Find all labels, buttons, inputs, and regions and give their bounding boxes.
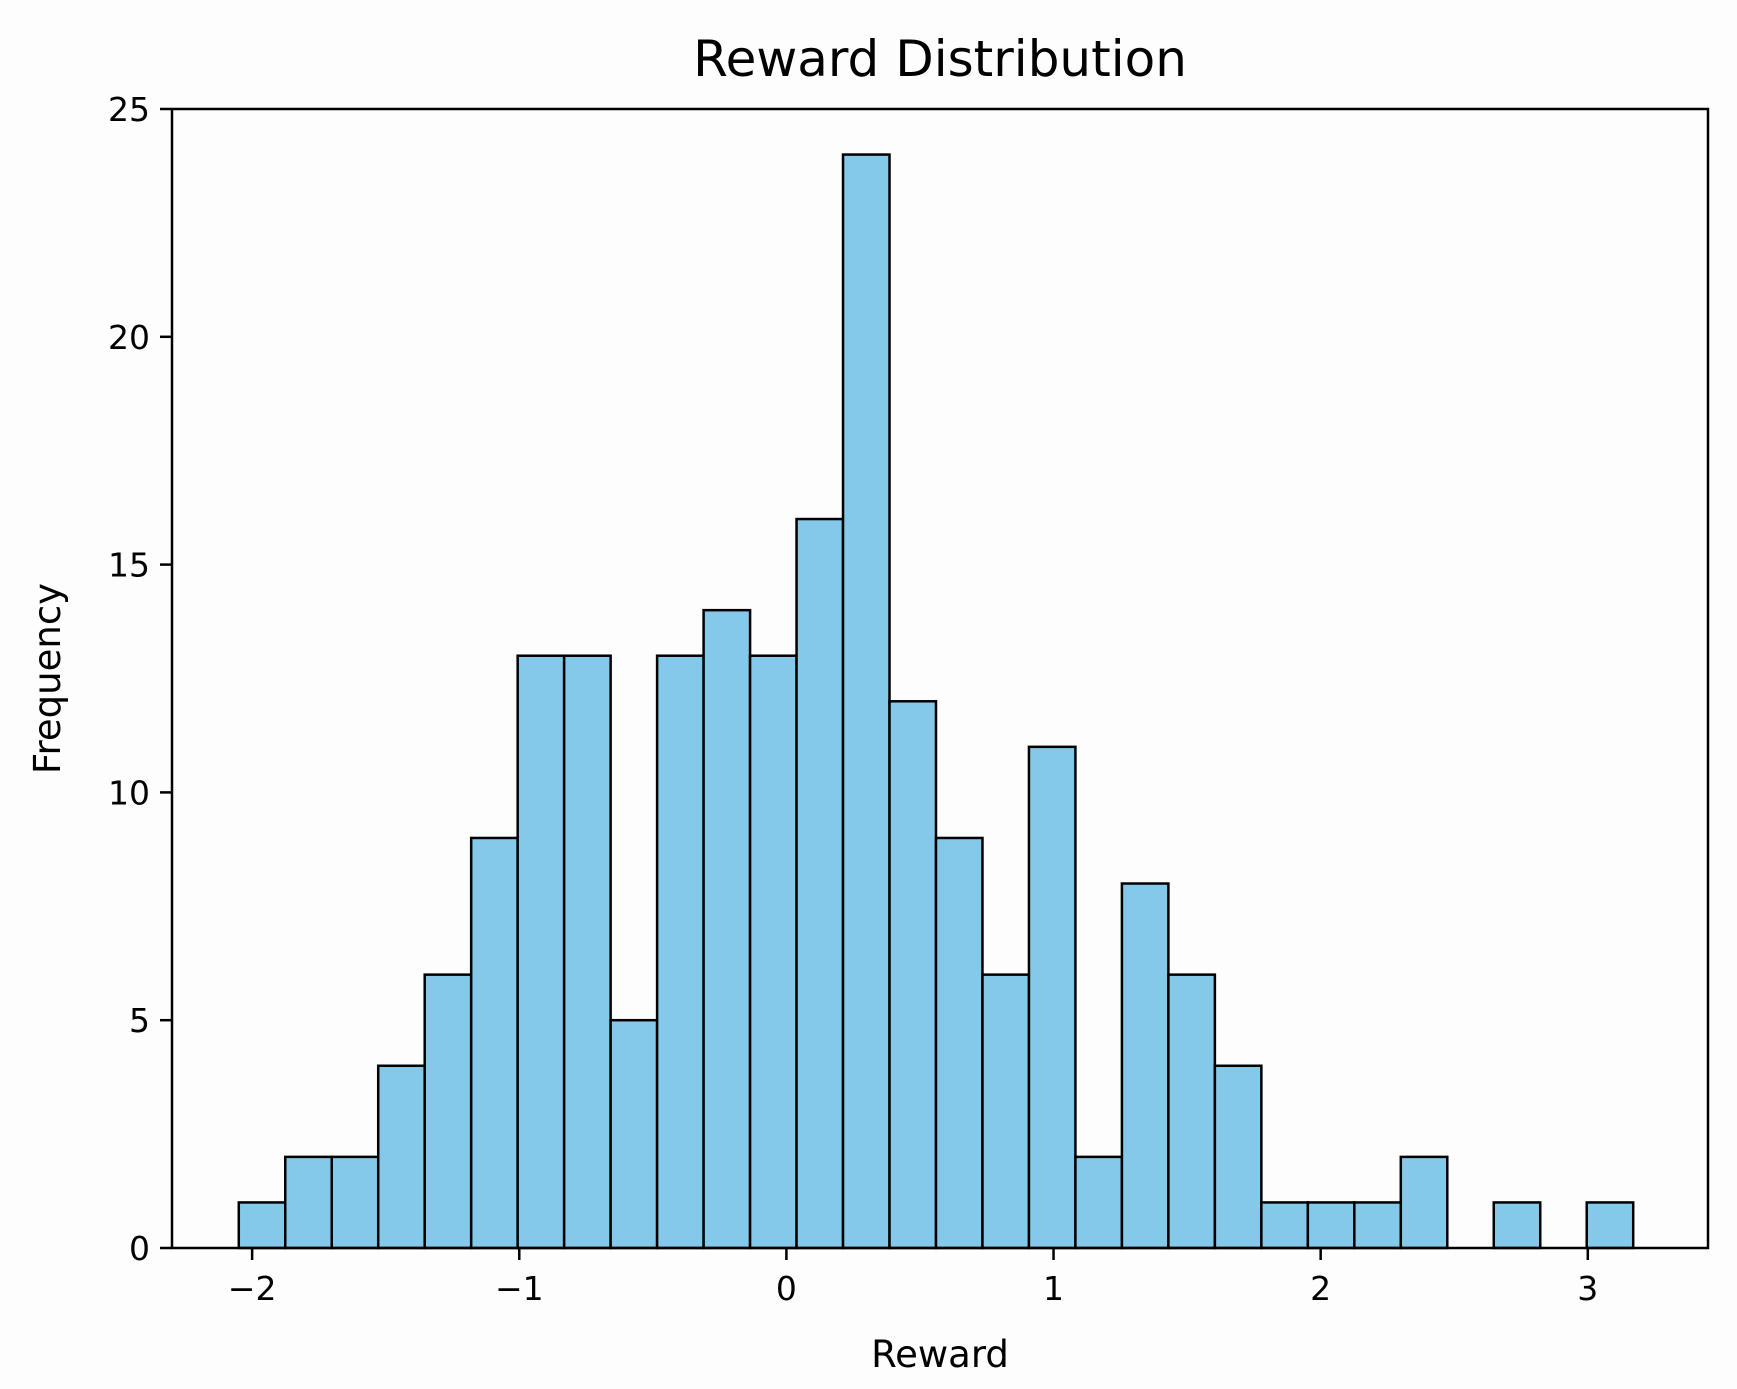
histogram-bar	[609, 1018, 659, 1250]
x-axis-label: Reward	[871, 1333, 1009, 1376]
histogram-bar	[284, 1155, 333, 1250]
x-tick-label: 0	[776, 1269, 797, 1308]
y-tick-label: 15	[108, 546, 150, 585]
histogram-bar	[330, 1155, 380, 1250]
x-tick-label: −2	[228, 1269, 277, 1308]
y-axis-ticks: 0 5 10 15 20 25	[108, 90, 172, 1268]
bars-layer	[237, 153, 1635, 1250]
x-tick-label: 2	[1310, 1269, 1331, 1308]
chart-title: Reward Distribution	[693, 30, 1187, 88]
histogram-bar	[469, 836, 519, 1250]
histogram-bar	[655, 654, 705, 1250]
histogram-bar	[841, 153, 891, 1250]
histogram-bar	[376, 1064, 426, 1250]
x-tick-label: 1	[1043, 1269, 1064, 1308]
histogram-bar	[981, 973, 1031, 1250]
histogram-bar	[1120, 882, 1170, 1250]
y-tick-label: 25	[108, 90, 150, 129]
histogram-bar	[1213, 1064, 1263, 1250]
x-axis-ticks: −2 −1 0 1 2 3	[228, 1248, 1598, 1308]
histogram-bar	[1167, 973, 1217, 1250]
y-axis-label: Frequency	[26, 583, 69, 774]
histogram-bar	[237, 1201, 287, 1250]
histogram-bar	[888, 700, 938, 1250]
histogram-bar	[748, 654, 798, 1250]
histogram-bar	[795, 517, 845, 1250]
histogram-bar	[1353, 1201, 1403, 1250]
histogram-bar	[1074, 1155, 1124, 1250]
plot-area-frame	[170, 107, 1710, 1250]
x-tick-label: 3	[1577, 1269, 1598, 1308]
histogram-bar	[562, 654, 612, 1250]
histogram-bar	[1260, 1201, 1310, 1250]
y-tick-label: 10	[108, 773, 150, 812]
histogram-bar	[1306, 1201, 1356, 1250]
x-tick-label: −1	[495, 1269, 544, 1308]
histogram-bar	[1585, 1201, 1635, 1250]
y-tick-label: 5	[129, 1001, 150, 1040]
histogram-bar	[516, 654, 566, 1250]
histogram-bar	[1027, 745, 1077, 1250]
histogram-bar	[1399, 1155, 1449, 1250]
y-tick-label: 20	[108, 318, 150, 357]
histogram-bar	[702, 608, 752, 1250]
histogram-bar	[1492, 1201, 1542, 1250]
y-tick-label: 0	[129, 1229, 150, 1268]
histogram-bar	[934, 836, 984, 1250]
histogram-bar	[423, 973, 473, 1250]
